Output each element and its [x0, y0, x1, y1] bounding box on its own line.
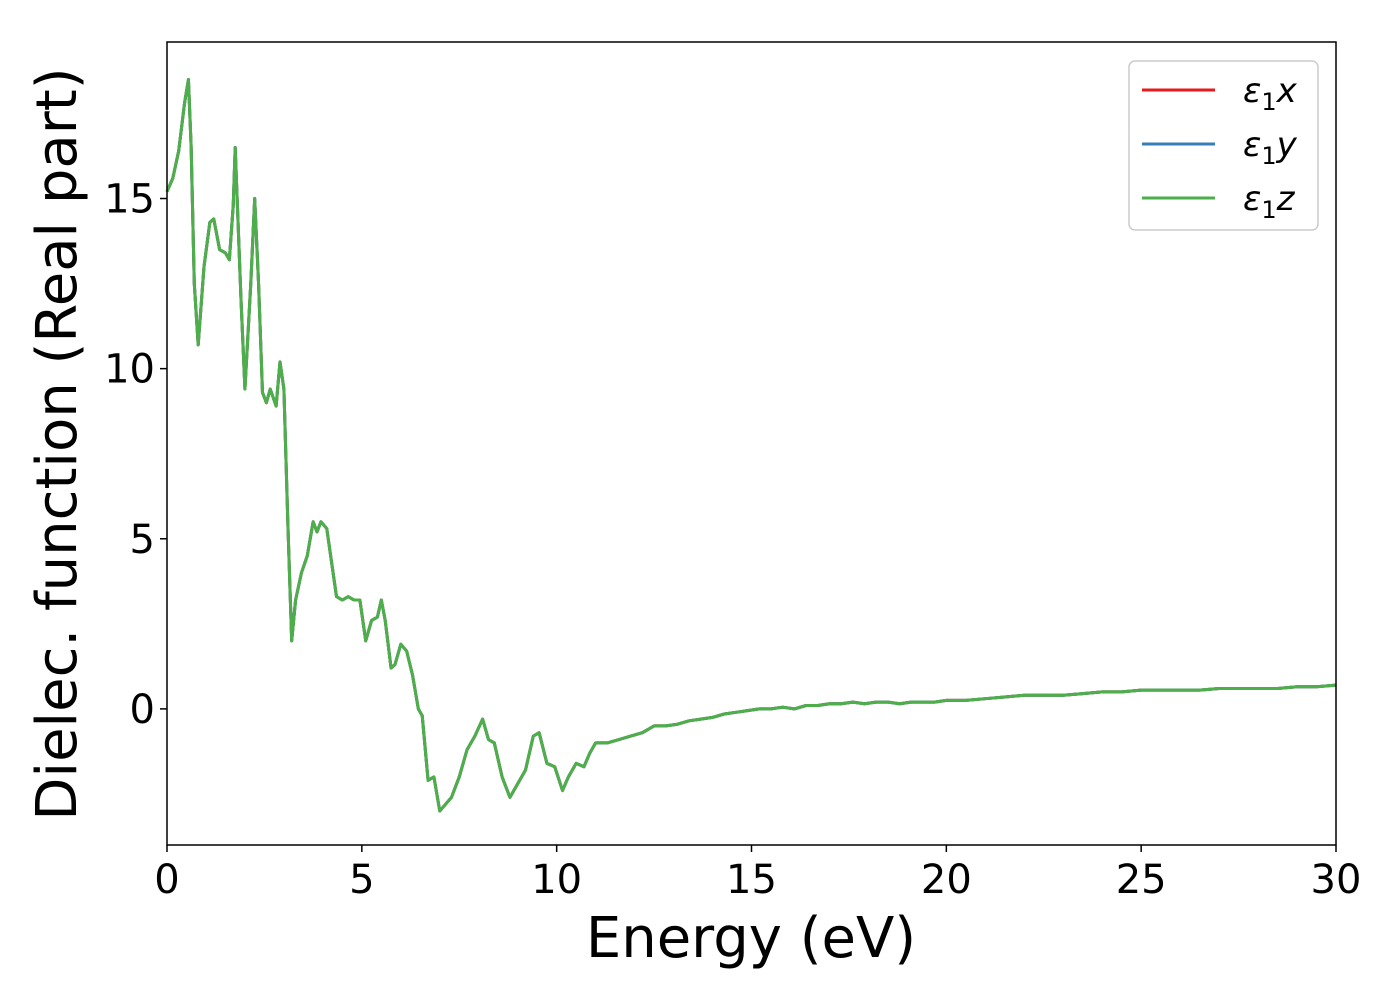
- series-layer: [165, 77, 1337, 813]
- y-tick-label: 15: [104, 177, 155, 223]
- x-axis-ticks: 0 5 10 15 20 25 30: [154, 845, 1361, 903]
- series-line-z: [165, 77, 1337, 813]
- legend-label-y: ε1y: [1243, 125, 1298, 170]
- y-axis-ticks: 0 5 10 15: [104, 177, 167, 733]
- x-tick-label: 10: [531, 857, 582, 903]
- y-tick-label: 0: [130, 687, 155, 733]
- legend-box: [1128, 60, 1319, 231]
- y-tick-label: 10: [104, 347, 155, 393]
- x-tick-label: 20: [921, 857, 972, 903]
- legend: ε1x ε1y ε1z: [1128, 60, 1319, 231]
- x-axis-label: Energy (eV): [586, 906, 916, 971]
- legend-label-z: ε1z: [1243, 179, 1296, 224]
- x-tick-label: 30: [1311, 857, 1362, 903]
- x-tick-label: 0: [154, 857, 179, 903]
- x-tick-label: 5: [349, 857, 374, 903]
- legend-label-x: ε1x: [1243, 71, 1298, 116]
- y-tick-label: 5: [130, 517, 155, 563]
- x-tick-label: 15: [726, 857, 777, 903]
- x-tick-label: 25: [1116, 857, 1167, 903]
- y-axis-label: Dielec. function (Real part): [25, 67, 90, 820]
